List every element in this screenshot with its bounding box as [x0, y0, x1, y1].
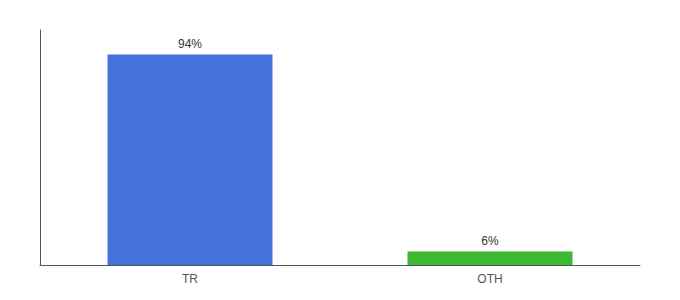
svg-text:6%: 6% [481, 234, 499, 248]
svg-text:94%: 94% [178, 37, 202, 51]
svg-text:TR: TR [182, 272, 198, 286]
svg-text:OTH: OTH [477, 272, 502, 286]
